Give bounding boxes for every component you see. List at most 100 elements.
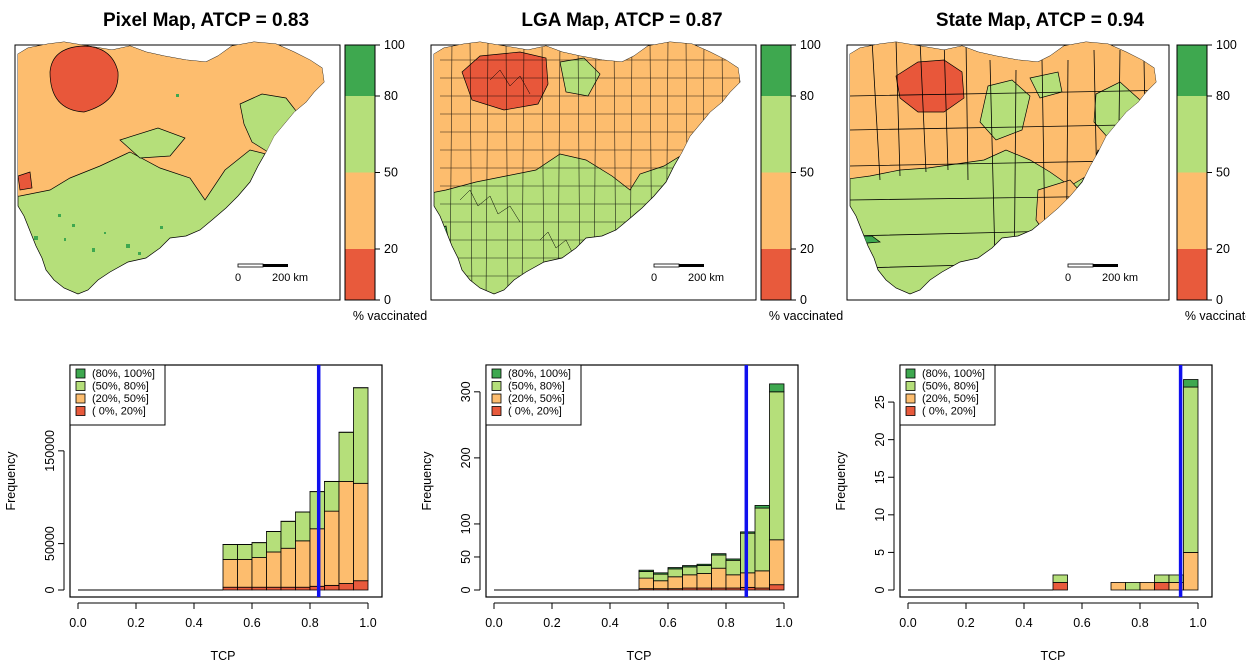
histogram-bar xyxy=(237,558,253,588)
histogram-bar xyxy=(1139,582,1155,591)
legend-label: ( 0%, 20%] xyxy=(92,406,146,418)
y-tick-label: 5 xyxy=(873,549,887,556)
colorbar-segment xyxy=(761,249,791,300)
scalebar-km-label: 200 km xyxy=(272,272,308,284)
histogram-bar xyxy=(222,558,238,588)
state-map-scalebar: 0 200 km xyxy=(1065,263,1138,284)
x-tick-label: 0.4 xyxy=(1015,616,1032,630)
colorbar-tick-label: 20 xyxy=(800,242,814,256)
histogram-state: 0.0 0.2 0.4 0.6 0.8 1.0 TCP 0 5 10 15 20 25 Frequency… xyxy=(834,364,1213,663)
histogram-bar xyxy=(638,569,654,572)
histogram-bar xyxy=(222,586,238,591)
histogram-bar xyxy=(324,481,340,512)
legend-swatch xyxy=(75,368,86,379)
histogram-bar xyxy=(638,571,654,579)
legend-swatch xyxy=(491,368,502,379)
legend: (80%, 100%](50%, 80%](20%, 50%]( 0%, 20%… xyxy=(485,364,582,426)
histogram-bar xyxy=(353,482,369,582)
lga-map-frame xyxy=(430,44,757,301)
histogram-bar xyxy=(711,553,727,556)
histogram-bar xyxy=(295,540,311,588)
lga-map-scalebar: 0 200 km xyxy=(651,263,724,284)
colorbar-segment xyxy=(345,96,375,173)
x-axis-label: TCP xyxy=(211,649,236,663)
lga-map-title: LGA Map, ATCP = 0.87 xyxy=(521,10,722,31)
x-tick-label: 0.2 xyxy=(957,616,974,630)
histogram-lga: 0.0 0.2 0.4 0.6 0.8 1.0 TCP 0 50 100 200 300 Frequen… xyxy=(420,364,799,663)
histogram-bar xyxy=(280,520,296,549)
y-tick-label: 15 xyxy=(873,470,887,484)
x-axis-label: TCP xyxy=(627,649,652,663)
histogram-bar xyxy=(769,383,785,393)
histogram-bar xyxy=(769,584,785,591)
colorbar-title: % vaccinated xyxy=(1185,309,1246,323)
histogram-bar xyxy=(769,539,785,586)
colorbar-tick-label: 80 xyxy=(1216,89,1230,103)
x-tick-label: 0.0 xyxy=(899,616,916,630)
x-tick-label: 0.2 xyxy=(127,616,144,630)
scalebar-km-label: 200 km xyxy=(688,272,724,284)
colorbar-tick-label: 50 xyxy=(384,166,398,180)
legend-label: (80%, 100%] xyxy=(508,368,571,380)
pixel-map-frame xyxy=(14,44,341,301)
histogram-bar xyxy=(251,542,267,558)
x-tick-label: 0.0 xyxy=(69,616,86,630)
legend-box xyxy=(485,364,582,426)
colorbar-segment xyxy=(761,45,791,96)
colorbar-tick-label: 80 xyxy=(384,89,398,103)
histogram-bar xyxy=(667,568,683,578)
legend-swatch xyxy=(75,381,86,391)
x-tick-label: 0.6 xyxy=(659,616,676,630)
histogram-bar xyxy=(1183,379,1199,388)
histogram-bar xyxy=(222,544,238,560)
colorbar-tick-label: 0 xyxy=(1216,293,1223,307)
y-tick-label: 150000 xyxy=(43,430,57,472)
colorbar-pixel: 100 80 50 20 0 % vaccinated xyxy=(344,38,427,323)
histogram-bar xyxy=(667,576,683,590)
x-axis-label: TCP xyxy=(1041,649,1066,663)
colorbar-state: 100 80 50 20 0 % vaccinated xyxy=(1176,38,1246,323)
y-tick-label: 300 xyxy=(459,381,473,402)
histogram-bar xyxy=(682,566,698,576)
colorbar-title: % vaccinated xyxy=(353,309,427,323)
colorbar-segment xyxy=(1177,45,1207,96)
state-map-title: State Map, ATCP = 0.94 xyxy=(936,10,1145,31)
colorbar-segment xyxy=(761,96,791,173)
histogram-bar xyxy=(324,510,340,586)
histogram-bar xyxy=(1125,582,1141,591)
colorbar-tick-label: 100 xyxy=(1216,38,1237,52)
colorbar-segment xyxy=(345,249,375,300)
histogram-bar xyxy=(711,554,727,569)
colorbar-tick-label: 50 xyxy=(1216,166,1230,180)
histogram-bar xyxy=(725,559,741,576)
legend-label: ( 0%, 20%] xyxy=(922,406,976,418)
legend-label: (80%, 100%] xyxy=(922,368,985,380)
histogram-bar xyxy=(1183,552,1199,591)
histogram-bar xyxy=(1154,582,1170,591)
colorbar-title: % vaccinated xyxy=(769,309,843,323)
x-tick-label: 0.8 xyxy=(301,616,318,630)
x-tick-label: 0.0 xyxy=(485,616,502,630)
legend-swatch xyxy=(905,381,916,391)
histogram-bar xyxy=(266,531,282,553)
histogram-bar xyxy=(754,505,770,509)
legend-swatch xyxy=(491,406,502,416)
y-tick-label: 0 xyxy=(43,586,57,593)
histogram-bar xyxy=(237,544,253,560)
pixel-map-scalebar: 0 200 km xyxy=(235,263,308,284)
histogram-bar xyxy=(266,586,282,591)
histogram-bar xyxy=(1052,582,1068,591)
y-tick-label: 25 xyxy=(873,395,887,409)
scalebar-km-label: 200 km xyxy=(1102,272,1138,284)
histogram-bar xyxy=(266,551,282,588)
x-tick-label: 0.6 xyxy=(243,616,260,630)
y-tick-label: 50 xyxy=(459,550,473,564)
scalebar-zero-label: 0 xyxy=(235,272,241,284)
histogram-bar xyxy=(696,573,712,589)
colorbar-segment xyxy=(345,172,375,249)
colorbar-segment xyxy=(1177,249,1207,300)
scalebar-zero-label: 0 xyxy=(1065,272,1071,284)
x-tick-label: 0.2 xyxy=(543,616,560,630)
y-tick-label: 0 xyxy=(873,586,887,593)
